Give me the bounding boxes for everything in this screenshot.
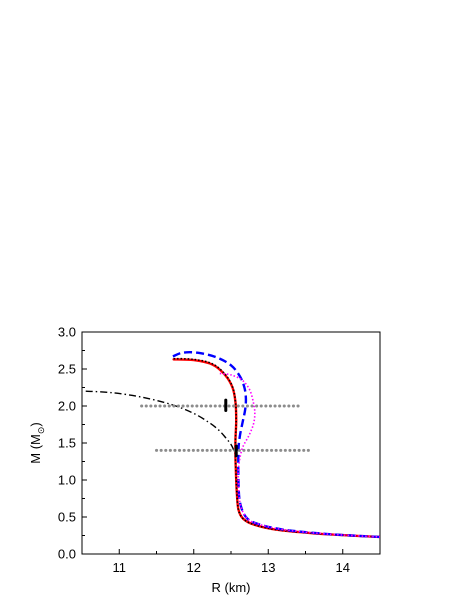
tick-labels: 11 12 13 14 0.0 0.5 1.0 1.5 2.0 2.5 3.0	[58, 325, 350, 576]
y-tick-label: 1.5	[58, 436, 76, 451]
svg-text:M (M⊙): M (M⊙)	[28, 422, 46, 464]
error-bars	[224, 398, 238, 458]
y-tick-label: 3.0	[58, 325, 76, 340]
series-line-4	[172, 351, 380, 539]
series-line-1	[85, 390, 236, 454]
y-tick-label: 1.0	[58, 473, 76, 488]
x-axis-label: R (km)	[212, 580, 251, 595]
y-axis-label-main: M (M	[28, 434, 43, 464]
y-axis-label-end: )	[28, 422, 43, 426]
y-tick-label: 2.5	[58, 362, 76, 377]
series-line-3	[173, 357, 380, 538]
series-layer	[85, 351, 380, 539]
series-line-5	[219, 372, 380, 538]
x-tick-label: 13	[261, 560, 275, 575]
y-tick-label: 0.0	[58, 547, 76, 562]
axis-ticks	[81, 331, 381, 555]
x-tick-label: 14	[336, 560, 350, 575]
y-tick-label: 2.0	[58, 399, 76, 414]
y-tick-label: 0.5	[58, 510, 76, 525]
series-line-2	[172, 358, 380, 539]
y-axis-label-sub: ⊙	[36, 427, 46, 435]
y-axis-label: M (M⊙)	[28, 422, 46, 464]
x-tick-label: 11	[113, 560, 127, 575]
x-tick-label: 12	[187, 560, 201, 575]
